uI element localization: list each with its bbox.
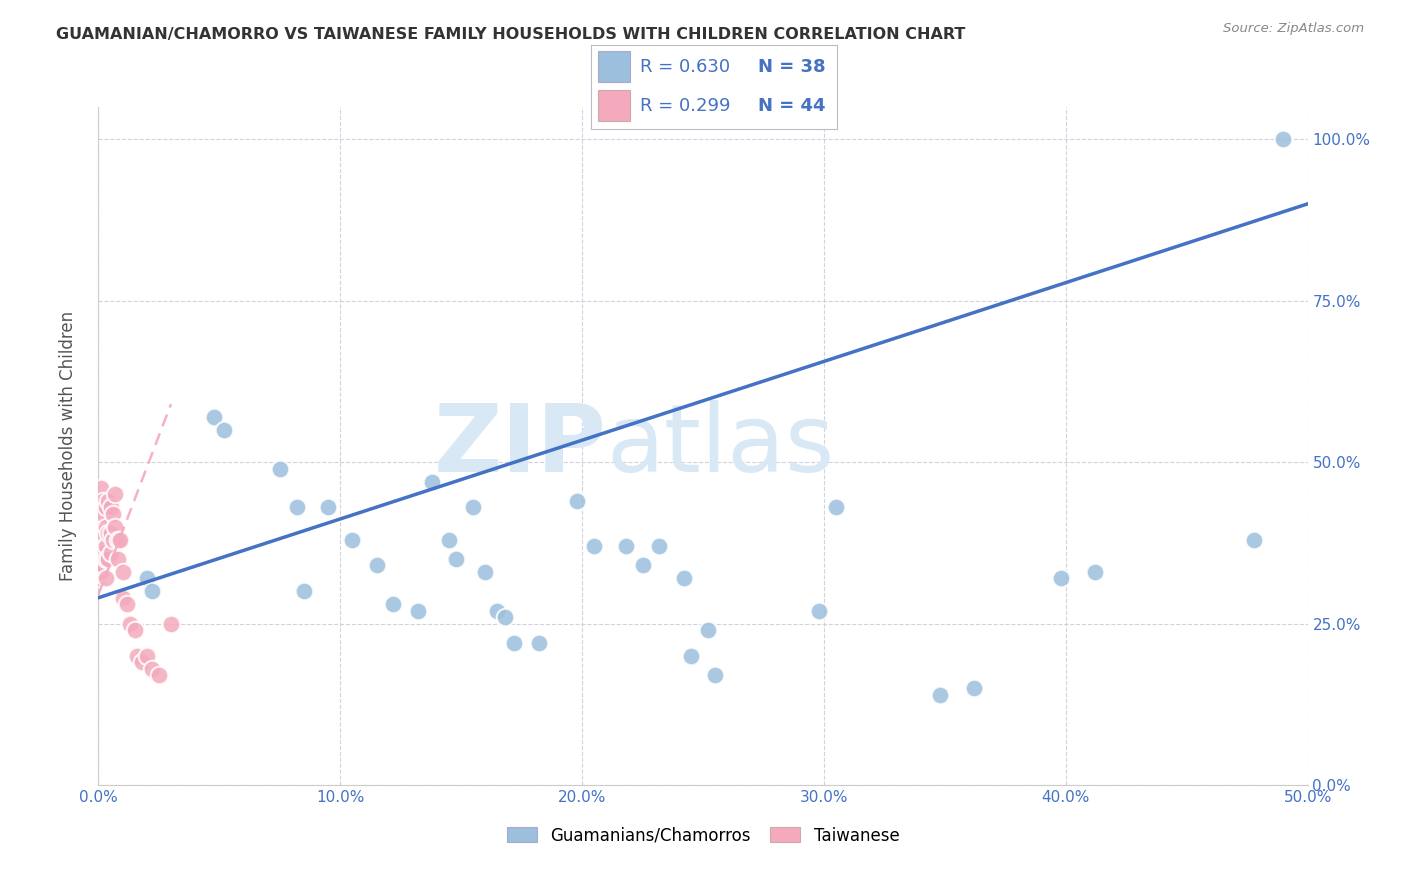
Point <box>614 539 637 553</box>
Point <box>963 681 986 695</box>
Point <box>97 552 120 566</box>
Point <box>90 481 112 495</box>
Point <box>90 519 112 533</box>
Point <box>527 636 550 650</box>
Point <box>825 500 848 515</box>
Legend: Guamanians/Chamorros, Taiwanese: Guamanians/Chamorros, Taiwanese <box>501 820 905 851</box>
FancyBboxPatch shape <box>598 90 630 120</box>
Point <box>672 571 695 585</box>
Point <box>87 552 110 566</box>
Point <box>631 558 654 573</box>
Point <box>212 423 235 437</box>
Point <box>463 500 485 515</box>
Point <box>101 507 124 521</box>
Point <box>1050 571 1073 585</box>
Point <box>90 565 112 579</box>
Point <box>100 526 122 541</box>
Point <box>696 623 718 637</box>
Text: GUAMANIAN/CHAMORRO VS TAIWANESE FAMILY HOUSEHOLDS WITH CHILDREN CORRELATION CHAR: GUAMANIAN/CHAMORRO VS TAIWANESE FAMILY H… <box>56 27 966 42</box>
Point <box>503 636 526 650</box>
Point <box>90 552 112 566</box>
Point <box>474 565 496 579</box>
Point <box>104 487 127 501</box>
Point <box>269 461 291 475</box>
Point <box>100 500 122 515</box>
Text: Source: ZipAtlas.com: Source: ZipAtlas.com <box>1223 22 1364 36</box>
Point <box>87 507 110 521</box>
Point <box>104 519 127 533</box>
Point <box>204 409 226 424</box>
Point <box>583 539 606 553</box>
Point <box>406 604 429 618</box>
Point <box>90 500 112 515</box>
Point <box>567 494 589 508</box>
Point <box>97 494 120 508</box>
Point <box>366 558 388 573</box>
Point <box>91 558 114 573</box>
Point <box>679 648 702 663</box>
Point <box>160 616 183 631</box>
Text: R = 0.299: R = 0.299 <box>640 96 730 114</box>
Point <box>87 571 110 585</box>
Point <box>127 648 149 663</box>
Point <box>342 533 364 547</box>
Point <box>100 545 122 559</box>
Point <box>91 507 114 521</box>
Point <box>135 571 157 585</box>
Text: R = 0.630: R = 0.630 <box>640 58 730 76</box>
Point <box>704 668 727 682</box>
Point <box>141 584 163 599</box>
Point <box>437 533 460 547</box>
Point <box>87 533 110 547</box>
Point <box>148 668 170 682</box>
Point <box>141 662 163 676</box>
Text: N = 38: N = 38 <box>758 58 825 76</box>
Point <box>94 500 117 515</box>
Point <box>446 552 468 566</box>
Point <box>107 533 129 547</box>
Point <box>101 533 124 547</box>
Point <box>1243 533 1265 547</box>
Point <box>648 539 671 553</box>
Point <box>929 688 952 702</box>
Text: N = 44: N = 44 <box>758 96 825 114</box>
Point <box>91 526 114 541</box>
Point <box>94 571 117 585</box>
Text: atlas: atlas <box>606 400 835 492</box>
Point <box>111 565 134 579</box>
Point <box>124 623 146 637</box>
Point <box>97 526 120 541</box>
Point <box>91 545 114 559</box>
Point <box>420 475 443 489</box>
Point <box>1272 132 1295 146</box>
Point <box>94 552 117 566</box>
Point <box>292 584 315 599</box>
Point <box>90 539 112 553</box>
Point <box>316 500 339 515</box>
Point <box>1084 565 1107 579</box>
Point <box>117 597 139 611</box>
Point <box>808 604 831 618</box>
Point <box>94 539 117 553</box>
FancyBboxPatch shape <box>598 52 630 82</box>
Point <box>108 533 131 547</box>
Point <box>131 655 153 669</box>
Point <box>91 494 114 508</box>
Point <box>285 500 308 515</box>
Point <box>94 519 117 533</box>
Point <box>118 616 141 631</box>
Text: ZIP: ZIP <box>433 400 606 492</box>
Point <box>382 597 405 611</box>
Point <box>107 552 129 566</box>
Point <box>486 604 509 618</box>
Point <box>494 610 516 624</box>
Point <box>111 591 134 605</box>
Point <box>135 648 157 663</box>
Y-axis label: Family Households with Children: Family Households with Children <box>59 311 77 581</box>
